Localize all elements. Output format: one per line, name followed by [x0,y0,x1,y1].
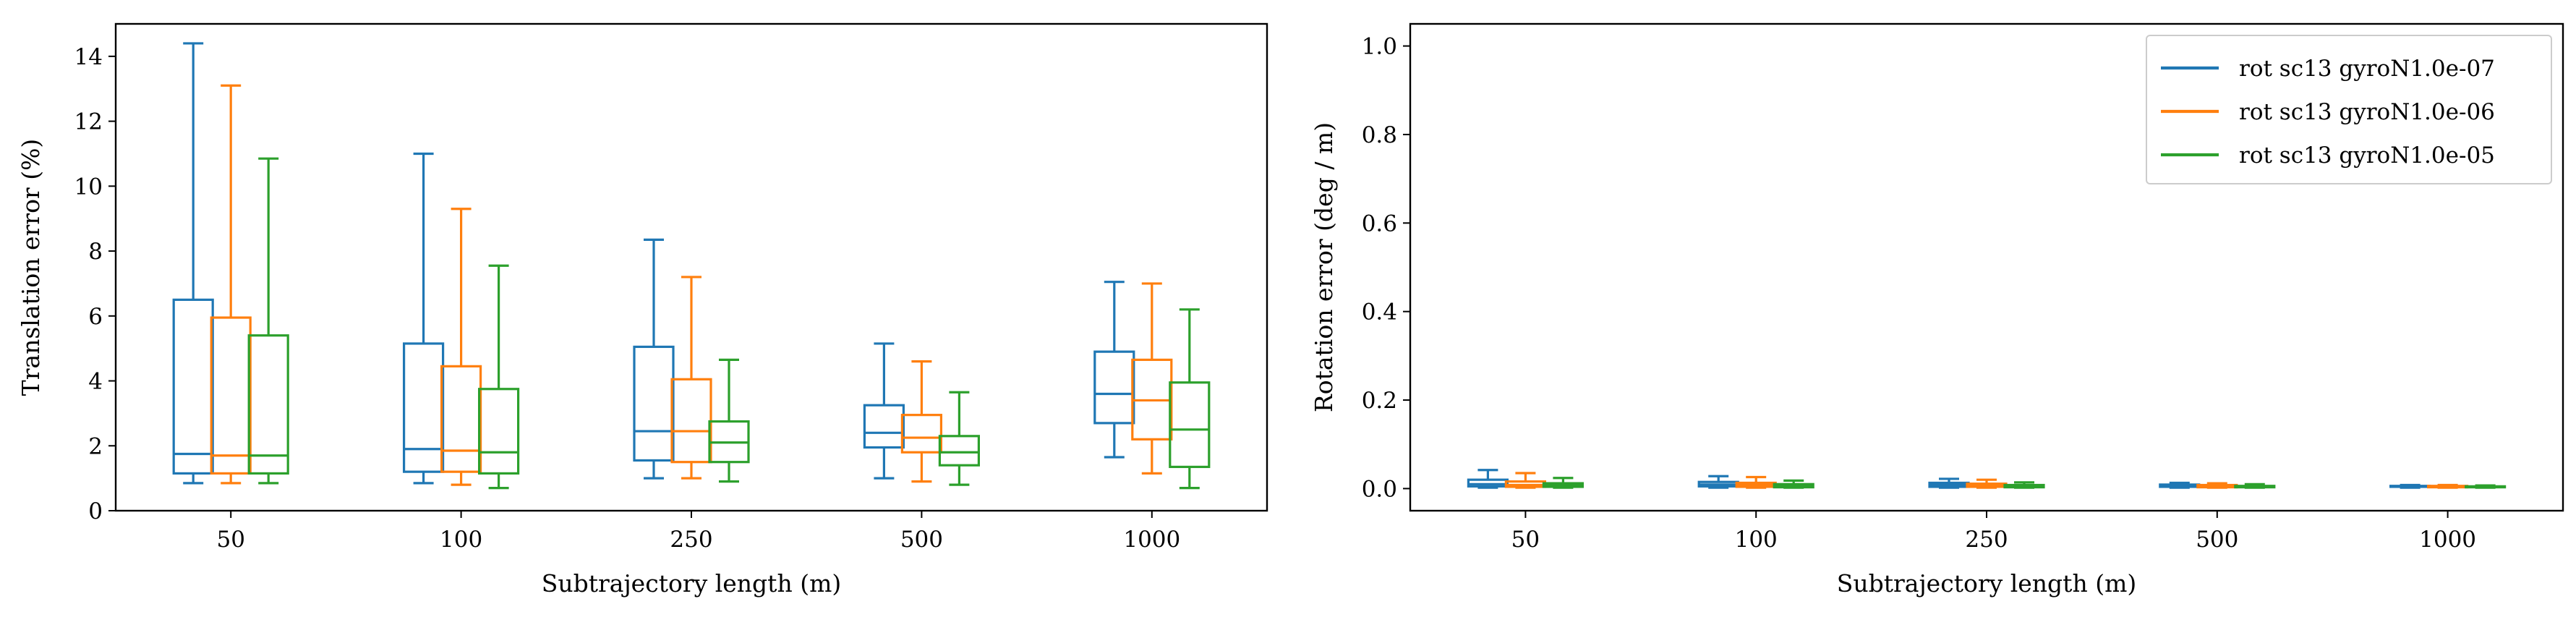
box-2-100 [440,208,482,486]
box-iqr [863,404,905,449]
box-1-500 [2159,481,2201,489]
box-iqr [402,342,445,473]
y-tick-label: 0.2 [1362,388,1397,414]
x-axis-label: Subtrajectory length (m) [542,569,841,598]
box-iqr [670,378,712,464]
box-1-250 [633,238,675,480]
box-3-250 [708,358,750,483]
box-1-250 [1928,477,1970,489]
box-2-100 [1735,475,1777,489]
x-tick-label: 500 [900,527,943,553]
x-tick-label: 50 [216,527,244,553]
x-tick-label: 250 [670,527,712,553]
x-tick-label: 50 [1511,527,1540,553]
box-iqr [633,345,675,462]
box-3-50 [247,157,289,485]
box-2-50 [1504,472,1546,489]
x-tick-label: 500 [2196,527,2238,553]
box-3-1000 [2465,484,2507,489]
box-iqr [440,365,482,473]
box-1-50 [172,42,214,485]
box-1-1000 [1093,281,1135,459]
x-tick-label: 100 [1735,527,1778,553]
box-2-1000 [1131,282,1173,475]
y-tick-label: 4 [88,369,103,395]
y-tick-label: 1.0 [1362,34,1397,60]
y-tick-label: 8 [88,239,103,265]
box-3-100 [477,264,520,490]
y-tick-label: 10 [74,174,103,200]
box-2-500 [900,360,943,483]
x-tick-label: 1000 [1123,527,1180,553]
box-iqr [1093,350,1135,425]
y-tick-label: 0.4 [1362,299,1397,326]
box-iqr [900,414,943,454]
legend-label: rot sc13 gyroN1.0e-05 [2239,143,2495,169]
box-2-500 [2196,482,2238,489]
box-3-100 [1773,479,1814,489]
box-3-500 [938,391,981,486]
box-1-100 [402,152,445,485]
x-tick-label: 100 [440,527,482,553]
box-iqr [477,388,520,475]
y-tick-label: 0 [88,498,103,524]
legend-label: rot sc13 gyroN1.0e-06 [2239,99,2495,125]
box-3-50 [1542,477,1584,489]
y-tick-label: 12 [74,109,103,135]
y-tick-label: 0.0 [1362,476,1397,502]
y-tick-label: 2 [88,433,103,459]
box-2-1000 [2427,483,2469,489]
legend-label: rot sc13 gyroN1.0e-07 [2239,56,2495,82]
box-1-1000 [2389,483,2431,489]
box-iqr [172,298,214,475]
chart-panel-1: 0 2 4 6 8 10 12 14 50 100 250 500 1000 Subtrajectory … [17,22,1268,598]
legend-box [2146,35,2552,184]
box-3-500 [2234,482,2276,489]
box-iqr [1169,381,1211,469]
x-tick-label: 1000 [2419,527,2476,553]
box-iqr [938,435,981,467]
box-iqr [210,316,252,475]
chart-panel-2: 0.0 0.2 0.4 0.6 0.8 1.0 50 100 250 500 1000 Subtraj… [1310,22,2564,598]
y-tick-label: 0.6 [1362,211,1397,237]
legend: rot sc13 gyroN1.0e-07 rot sc13 gyroN1.0e-… [2146,35,2552,184]
y-tick-label: 6 [88,304,103,330]
y-axis-label: Rotation error (deg / m) [1310,122,1338,412]
box-3-1000 [1169,308,1211,490]
box-2-50 [210,84,252,485]
box-1-500 [863,342,905,480]
y-tick-label: 0.8 [1362,122,1397,148]
box-1-50 [1467,469,1509,489]
box-2-250 [1966,478,2008,489]
box-3-250 [2003,481,2045,489]
x-axis-label: Subtrajectory length (m) [1837,569,2136,598]
box-1-100 [1697,475,1739,489]
y-tick-label: 14 [74,44,103,70]
box-2-250 [670,276,712,480]
x-tick-label: 250 [1965,527,2008,553]
box-iqr [247,334,289,475]
y-axis-label: Translation error (%) [17,139,45,396]
